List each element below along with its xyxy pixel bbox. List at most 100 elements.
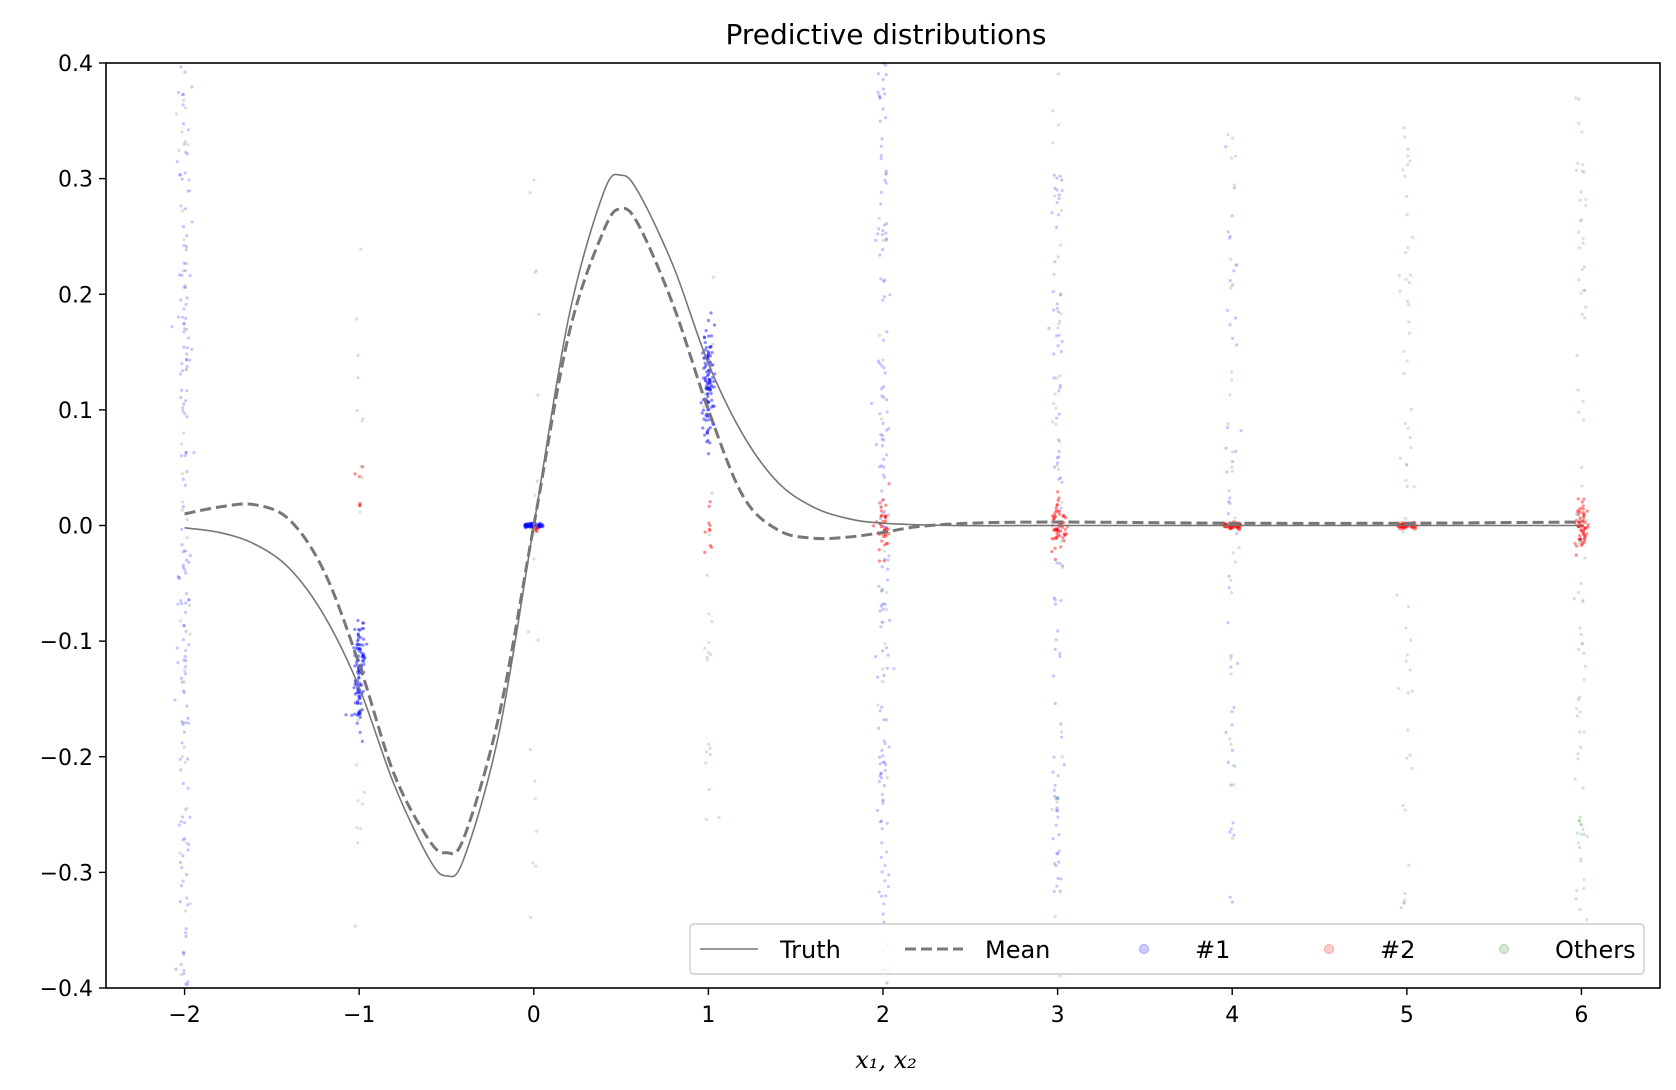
sample-point-series-1-x-2-130	[175, 159, 179, 164]
sample-point-series-1-x2-104	[884, 850, 889, 854]
sample-point-others-x3-26	[1059, 208, 1064, 213]
sample-point-series-1-x3-84	[1054, 797, 1058, 801]
sample-point-series-1-x2-88	[881, 760, 885, 764]
sample-point-series-2-x3-8	[1065, 532, 1069, 536]
sample-point-series-1-x2-67	[874, 655, 878, 659]
sample-point-series-1-x-1-50	[358, 715, 362, 720]
sample-point-others-x2-1	[880, 588, 884, 592]
sample-point-series-1-x2-117	[881, 395, 886, 400]
sample-point-series-1-x3-43	[1052, 308, 1056, 312]
sample-point-others-x6-45	[1574, 897, 1578, 901]
sample-point-series-2-x3-56	[1055, 535, 1059, 539]
sample-point-series-2-x-1-3	[361, 465, 365, 469]
sample-point-others-x-1-8	[354, 763, 359, 767]
sample-point-others-x5-7	[1403, 891, 1407, 896]
sample-point-others-x3-6	[1053, 914, 1057, 919]
sample-point-others-x-1-6	[355, 408, 359, 413]
sample-point-others-x-2-2	[183, 139, 188, 143]
sample-point-series-1-x-1-48	[357, 642, 361, 647]
sample-point-series-1-x2-123	[886, 567, 890, 571]
sample-point-series-2-x3-1	[1057, 509, 1062, 513]
sample-point-series-1-x2-89	[878, 609, 882, 613]
sample-point-others-x2-7	[881, 679, 885, 684]
sample-point-others-x2-0	[880, 587, 884, 591]
sample-point-series-1-x3-19	[1055, 851, 1059, 855]
sample-point-series-2-x3-33	[1056, 528, 1060, 532]
legend-marker-3	[1499, 944, 1509, 954]
sample-point-others-x-1-3	[356, 376, 360, 380]
sample-point-series-2-x2-20	[887, 482, 891, 486]
sample-point-series-1-x4-1	[1229, 665, 1233, 669]
sample-point-series-1-x3-10	[1056, 795, 1060, 800]
sample-point-series-1-x3-83	[1057, 193, 1061, 197]
sample-point-others-x4-19	[1231, 450, 1235, 454]
sample-point-series-1-x-2-148	[181, 122, 186, 126]
sample-point-others-x6-80	[1579, 291, 1583, 295]
sample-point-others-x5-4	[1412, 485, 1416, 489]
sample-point-series-2-x6-21	[1579, 543, 1583, 547]
sample-point-series-1-x3-11	[1057, 477, 1061, 481]
sample-point-series-1-x-2-99	[181, 550, 185, 554]
sample-point-series-1-x2-72	[881, 229, 885, 233]
sample-point-series-2-x3-37	[1056, 509, 1060, 514]
sample-point-series-1-x1-31	[707, 407, 711, 412]
sample-point-series-2-x4-24	[1229, 525, 1234, 530]
sample-point-series-1-x-1-46	[358, 628, 362, 632]
sample-point-series-1-x2-141	[882, 457, 886, 461]
sample-point-series-1-x1-76	[707, 385, 711, 389]
sample-point-series-1-x2-46	[877, 584, 881, 588]
sample-point-series-1-x1-85	[708, 426, 712, 430]
sample-point-series-1-x-2-18	[177, 576, 181, 581]
sample-point-series-1-x-2-55	[187, 178, 191, 182]
sample-point-series-1-x-2-117	[182, 951, 186, 955]
sample-point-others-x6-66	[1575, 831, 1580, 835]
sample-point-others-x4-6	[1233, 560, 1238, 564]
sample-point-series-1-x-2-3	[182, 261, 186, 265]
sample-point-others-x4-22	[1229, 590, 1234, 595]
sample-point-series-2-x3-21	[1055, 503, 1059, 507]
sample-point-series-1-x0-8	[525, 523, 530, 529]
sample-point-series-1-x-1-85	[356, 712, 360, 716]
sample-point-series-1-x2-110	[880, 792, 884, 797]
sample-point-others-x6-73	[1581, 827, 1585, 832]
sample-point-series-2-x0-3	[535, 529, 539, 534]
sample-point-series-1-x4-12	[1231, 821, 1235, 825]
sample-point-others-x5-3	[1408, 435, 1412, 440]
sample-point-series-2-x6-45	[1581, 504, 1585, 508]
sample-point-others-x5-27	[1406, 154, 1410, 158]
sample-point-others-x5-18	[1409, 407, 1413, 412]
sample-point-series-1-x1-66	[712, 404, 716, 408]
sample-point-others-x0-15	[534, 829, 539, 833]
sample-point-series-1-x-2-26	[185, 234, 189, 238]
sample-point-series-1-x-1-22	[352, 646, 356, 650]
sample-point-others-x0-16	[533, 493, 537, 497]
sample-point-series-1-x3-57	[1059, 877, 1063, 881]
sample-point-series-1-x0-22	[535, 524, 541, 530]
sample-point-series-1-x1-82	[708, 381, 712, 385]
sample-point-others-x6-83	[1581, 598, 1585, 602]
sample-point-series-1-x-1-52	[357, 696, 362, 700]
sample-point-series-1-x2-6	[881, 473, 885, 477]
sample-point-series-1-x1-18	[709, 363, 714, 367]
sample-point-series-1-x-2-122	[190, 220, 194, 224]
sample-point-series-1-x-1-105	[356, 701, 360, 705]
sample-point-series-1-x2-81	[881, 912, 885, 916]
sample-point-series-1-x-2-77	[184, 558, 189, 562]
sample-point-series-1-x1-71	[706, 334, 711, 338]
sample-point-others-x6-9	[1579, 859, 1583, 863]
sample-point-others-x2-13	[881, 667, 885, 671]
sample-point-others-x5-24	[1395, 593, 1399, 597]
sample-point-series-2-x6-41	[1581, 542, 1585, 546]
sample-point-series-2-x6-46	[1578, 533, 1582, 538]
sample-point-series-1-x3-50	[1059, 349, 1063, 354]
sample-point-series-1-x3-9	[1052, 788, 1056, 792]
sample-point-others-x4-3	[1227, 489, 1231, 493]
sample-point-series-1-x-2-83	[179, 676, 183, 680]
sample-point-others-x-2-13	[179, 973, 183, 977]
sample-point-series-1-x3-51	[1051, 770, 1055, 774]
sample-point-series-1-x2-47	[882, 438, 886, 442]
sample-point-others-x6-70	[1577, 695, 1582, 699]
sample-point-series-1-x0-23	[536, 524, 541, 530]
sample-point-others-x-2-29	[182, 549, 186, 553]
sample-point-series-1-x-2-47	[182, 658, 186, 662]
